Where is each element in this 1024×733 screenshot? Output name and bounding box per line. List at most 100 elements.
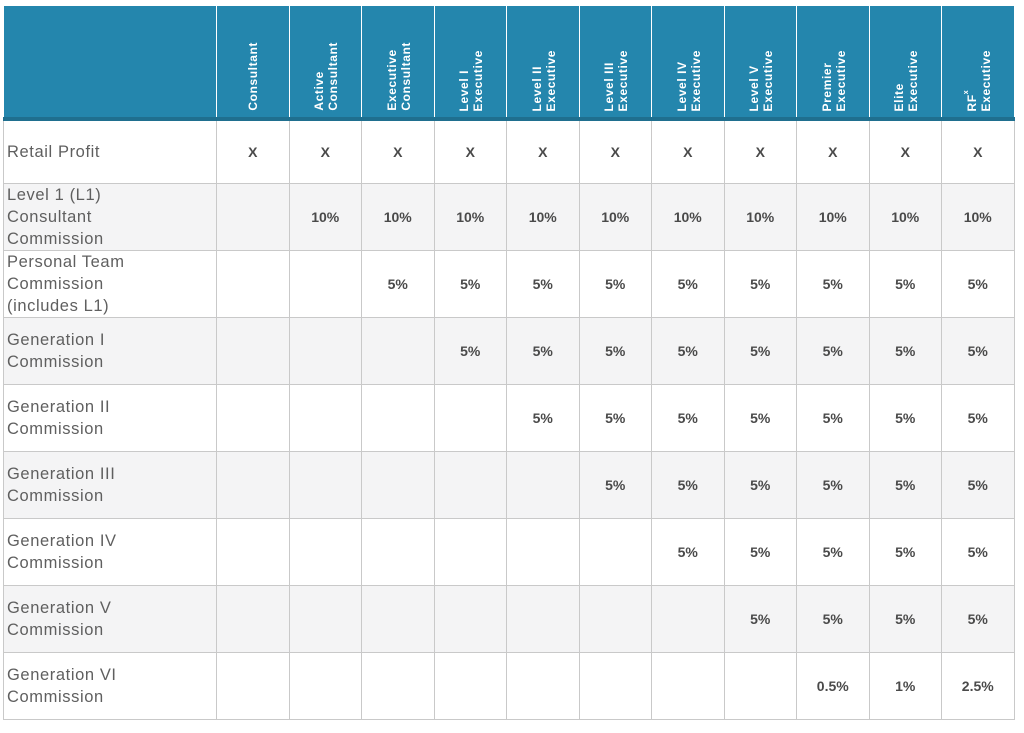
- row-label-line: (includes L1): [7, 297, 110, 315]
- value-cell: [288, 518, 362, 586]
- value-cell: [361, 451, 435, 519]
- column-header-line: Executive: [689, 50, 703, 111]
- column-header: Level V Executive: [723, 6, 797, 121]
- value-cell: [216, 585, 290, 653]
- value-cell: 10%: [361, 183, 435, 251]
- row-label-line: Commission: [7, 621, 104, 639]
- column-header: RFx Executive: [941, 6, 1015, 121]
- value-cell: 5%: [578, 317, 652, 385]
- column-header-line: RFx: [962, 50, 979, 111]
- value-cell: [578, 585, 652, 653]
- column-header-line: Executive: [616, 50, 630, 111]
- value-cell: 5%: [868, 250, 942, 318]
- value-cell: 5%: [433, 317, 507, 385]
- value-cell: 5%: [796, 317, 870, 385]
- column-header-text: Active Consultant: [312, 42, 340, 111]
- value-cell: 5%: [651, 250, 725, 318]
- column-header: Active Consultant: [288, 6, 362, 121]
- column-header-line: Level I: [457, 50, 471, 111]
- column-header-line-text: Executive: [471, 49, 486, 111]
- value-cell: 5%: [651, 317, 725, 385]
- value-cell: 5%: [651, 518, 725, 586]
- value-cell: [361, 317, 435, 385]
- value-cell: [216, 518, 290, 586]
- table-row: Generation III Commission 5% 5% 5% 5% 5% 5%: [3, 451, 1015, 519]
- value-cell: 5%: [506, 384, 580, 452]
- value-cell: [506, 652, 580, 720]
- value-cell: 10%: [288, 183, 362, 251]
- value-cell: [433, 585, 507, 653]
- value-cell: X: [796, 118, 870, 184]
- column-header: Level I Executive: [433, 6, 507, 121]
- row-label-line: Commission: [7, 487, 104, 505]
- table-row: Retail Profit X X X X X X X X X X X: [3, 118, 1015, 184]
- column-header-line: Level V: [747, 50, 761, 111]
- column-header-line-text: Executive: [906, 49, 921, 111]
- column-header-line: Executive: [906, 50, 920, 111]
- value-cell: [506, 451, 580, 519]
- value-cell: 5%: [723, 250, 797, 318]
- value-cell: 5%: [941, 384, 1015, 452]
- value-cell: 5%: [868, 384, 942, 452]
- value-cell: 5%: [651, 384, 725, 452]
- value-cell: 1%: [868, 652, 942, 720]
- value-cell: [216, 384, 290, 452]
- row-label-line: Generation III: [7, 465, 116, 483]
- value-cell: 5%: [723, 585, 797, 653]
- column-header-text: Executive Consultant: [385, 42, 413, 111]
- column-header-label: Executive Consultant: [383, 42, 413, 111]
- commission-table: Consultant Active Consultant Executive Consu…: [3, 6, 1015, 720]
- column-header: Level III Executive: [578, 6, 652, 121]
- column-header-line: Premier: [820, 50, 834, 111]
- row-label-line: Generation V: [7, 599, 112, 617]
- value-cell: [651, 585, 725, 653]
- value-cell: 5%: [361, 250, 435, 318]
- column-header-superscript: x: [962, 89, 970, 94]
- column-header-text: Elite Executive: [892, 50, 920, 111]
- column-header-line: Elite: [892, 50, 906, 111]
- column-header-line: Level IV: [675, 50, 689, 111]
- column-header-text: Level III Executive: [602, 50, 630, 111]
- column-header-label: Level IV Executive: [673, 50, 703, 111]
- value-cell: 5%: [433, 250, 507, 318]
- value-cell: 10%: [651, 183, 725, 251]
- row-label-cell: Generation III Commission: [3, 451, 217, 519]
- row-label-line: Commission: [7, 230, 104, 248]
- column-header-line-text: Level IV: [674, 60, 689, 111]
- column-header-line: Executive: [979, 50, 993, 111]
- row-label-line: Commission: [7, 688, 104, 706]
- value-cell: X: [651, 118, 725, 184]
- row-label-cell: Generation V Commission: [3, 585, 217, 653]
- table-body: Retail Profit X X X X X X X X X X X Level 1 (L1) Cons…: [3, 118, 1015, 720]
- table-row: Generation V Commission 5% 5% 5% 5%: [3, 585, 1015, 653]
- value-cell: [578, 652, 652, 720]
- column-header-line-text: Active: [312, 71, 327, 111]
- value-cell: [288, 384, 362, 452]
- value-cell: 5%: [868, 585, 942, 653]
- column-header-line-text: Elite: [892, 82, 907, 111]
- value-cell: 5%: [868, 451, 942, 519]
- column-header-line: Executive: [385, 42, 399, 111]
- value-cell: 5%: [796, 384, 870, 452]
- column-header-line: Consultant: [326, 42, 340, 111]
- column-header-line: Executive: [544, 50, 558, 111]
- table-row: Generation I Commission 5% 5% 5% 5% 5% 5% 5% 5%: [3, 317, 1015, 385]
- table-row: Personal Team Commission (includes L1) 5% 5%…: [3, 250, 1015, 318]
- value-cell: 5%: [868, 518, 942, 586]
- row-label-cell: Personal Team Commission (includes L1): [3, 250, 217, 318]
- value-cell: 5%: [651, 451, 725, 519]
- column-header-line: Consultant: [399, 42, 413, 111]
- column-header-label: Level III Executive: [600, 50, 630, 111]
- value-cell: [433, 518, 507, 586]
- column-header-line-text: Executive: [384, 49, 399, 111]
- column-header-text: Level I Executive: [457, 50, 485, 111]
- column-header-line: Executive: [471, 50, 485, 111]
- value-cell: 5%: [941, 518, 1015, 586]
- table-row: Generation VI Commission 0.5% 1% 2.5%: [3, 652, 1015, 720]
- row-label-line: Generation IV: [7, 532, 117, 550]
- column-header-line-text: Premier: [819, 62, 834, 111]
- value-cell: 5%: [796, 518, 870, 586]
- value-cell: [506, 585, 580, 653]
- row-label-line: Commission: [7, 420, 104, 438]
- value-cell: [506, 518, 580, 586]
